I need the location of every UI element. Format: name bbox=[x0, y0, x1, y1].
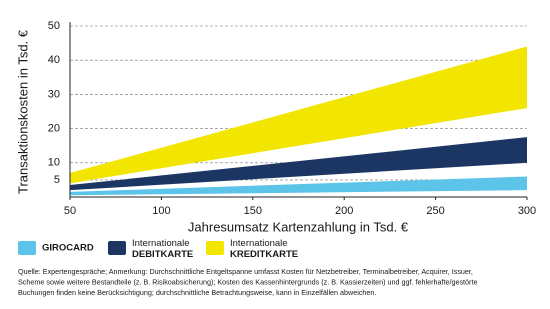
legend-swatch bbox=[108, 241, 126, 255]
y-tick-label: 40 bbox=[48, 54, 60, 66]
x-tick-label: 200 bbox=[335, 205, 353, 217]
legend-swatch bbox=[18, 241, 36, 255]
legend-line: Internationale bbox=[230, 238, 288, 249]
legend-label: GIROCARD bbox=[42, 243, 94, 254]
y-tick-label: 10 bbox=[48, 157, 60, 169]
y-axis-title: Transaktionskosten in Tsd. € bbox=[15, 29, 30, 194]
band-area bbox=[70, 137, 527, 191]
x-axis-title: Jahresumsatz Kartenzahlung in Tsd. € bbox=[188, 219, 409, 234]
y-tick-label: 30 bbox=[48, 88, 60, 100]
legend-line: KREDITKARTE bbox=[230, 249, 298, 260]
legend-label: Internationale KREDITKARTE bbox=[230, 238, 298, 260]
footnote: Quelle: Expertengespräche; Anmerkung: Du… bbox=[18, 267, 473, 276]
band-area bbox=[70, 46, 527, 184]
legend-line: DEBITKARTE bbox=[132, 249, 193, 260]
y-tick-label: 50 bbox=[48, 20, 60, 32]
x-tick-label: 150 bbox=[244, 205, 262, 217]
legend-label: Internationale DEBITKARTE bbox=[132, 238, 193, 260]
footnote: Buchungen finden keine Berücksichtigung;… bbox=[18, 288, 376, 297]
legend-swatch bbox=[206, 241, 224, 255]
band-area bbox=[70, 176, 527, 196]
y-tick-label: 5 bbox=[54, 174, 60, 186]
footnote: Scheme sowie weitere Bestandteile (z. B.… bbox=[18, 277, 477, 286]
y-tick-label: 20 bbox=[48, 123, 60, 135]
x-tick-label: 50 bbox=[64, 205, 76, 217]
x-tick-label: 250 bbox=[426, 205, 444, 217]
x-tick-label: 300 bbox=[518, 205, 536, 217]
legend-line: Internationale bbox=[132, 238, 190, 249]
x-tick-label: 100 bbox=[152, 205, 170, 217]
